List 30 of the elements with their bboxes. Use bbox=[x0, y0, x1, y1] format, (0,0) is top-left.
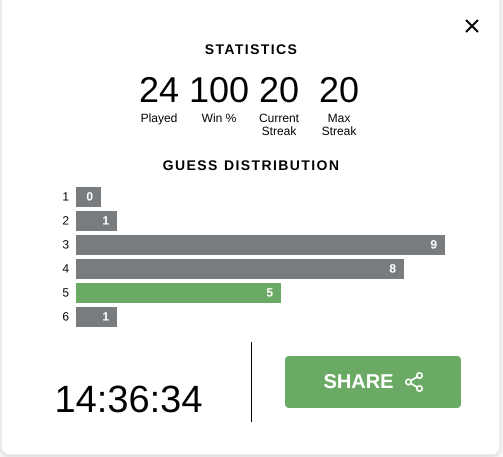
chart-title: GUESS DISTRIBUTION bbox=[162, 156, 342, 174]
bar bbox=[76, 259, 404, 279]
data-label: 100 bbox=[188, 69, 250, 110]
data-label: 20 bbox=[318, 69, 360, 110]
data-label: 1 bbox=[102, 213, 110, 228]
y-tick-label: 6 bbox=[62, 309, 70, 324]
data-label: 0 bbox=[86, 189, 94, 204]
y-tick-label: 1 bbox=[62, 189, 70, 204]
data-label: 5 bbox=[266, 285, 274, 300]
y-tick-label: 5 bbox=[62, 285, 70, 300]
data-label: 1 bbox=[102, 309, 110, 324]
y-tick-label: 4 bbox=[62, 261, 70, 276]
bar bbox=[76, 283, 281, 303]
data-label: 20 bbox=[258, 69, 300, 110]
category-label: Current Streak bbox=[258, 111, 300, 138]
share-button[interactable]: SHARE bbox=[285, 356, 461, 408]
text: 14:36:34 bbox=[54, 379, 204, 421]
data-label: 9 bbox=[430, 237, 438, 252]
category-label: Max Streak bbox=[320, 111, 358, 138]
bar bbox=[76, 307, 117, 327]
data-label: 8 bbox=[389, 261, 396, 276]
category-label: Played bbox=[140, 111, 178, 125]
data-label: 24 bbox=[138, 69, 180, 110]
y-tick-label: 3 bbox=[62, 237, 70, 252]
close-icon[interactable] bbox=[465, 19, 479, 33]
bar bbox=[76, 211, 117, 231]
category-label: Win % bbox=[200, 111, 238, 125]
y-tick-label: 2 bbox=[62, 213, 70, 228]
bar bbox=[76, 235, 445, 255]
text: STATISTICS bbox=[204, 40, 300, 58]
